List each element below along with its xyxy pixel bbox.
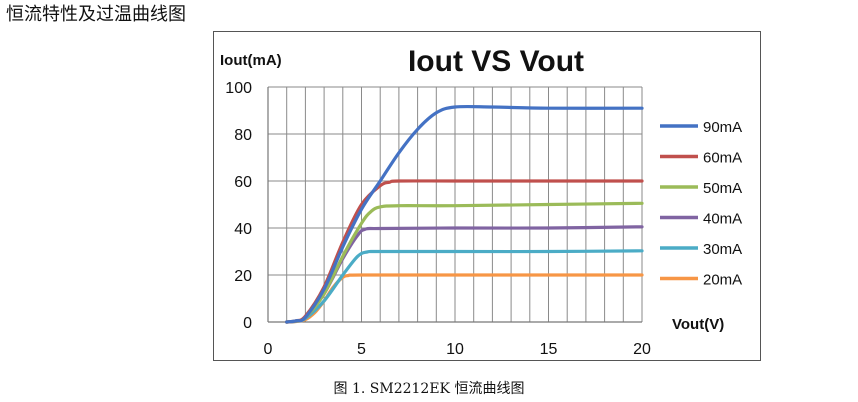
x-axis-label: Vout(V): [672, 316, 724, 333]
series-line-50mA: [285, 201, 644, 324]
legend-label: 90mA: [703, 119, 742, 136]
x-tick-label: 10: [446, 341, 464, 358]
y-tick-label: 20: [234, 268, 252, 285]
series-line-90mA: [285, 104, 644, 324]
y-tick-label: 80: [234, 127, 252, 144]
document-heading: 恒流特性及过温曲线图: [6, 4, 186, 25]
x-tick-label: 15: [540, 341, 558, 358]
legend-label: 30mA: [703, 241, 742, 258]
y-tick-label: 0: [243, 315, 252, 332]
y-axis-label: Iout(mA): [220, 52, 282, 69]
legend-label: 20mA: [703, 272, 742, 289]
chart-title: Iout VS Vout: [408, 45, 584, 78]
legend-label: 50mA: [703, 180, 742, 197]
y-tick-label: 60: [234, 174, 252, 191]
y-tick-label: 40: [234, 221, 252, 238]
legend-label: 40mA: [703, 211, 742, 228]
legend-label: 60mA: [703, 150, 742, 167]
x-tick-label: 0: [264, 341, 273, 358]
x-tick-label: 20: [633, 341, 651, 358]
series-line-20mA: [285, 273, 644, 324]
chart-frame: 0 20 40 60 80 100 0 5 10 15 20 Iout VS Vout Iout(mA)…: [213, 31, 761, 361]
figure-caption: 图 1. SM2212EK 恒流曲线图: [333, 381, 525, 397]
y-tick-label: 100: [225, 80, 252, 97]
x-tick-label: 5: [357, 341, 366, 358]
chart-plot: 0 20 40 60 80 100 0 5 10 15 20 Iout VS Vout Iout(mA)…: [220, 45, 742, 358]
